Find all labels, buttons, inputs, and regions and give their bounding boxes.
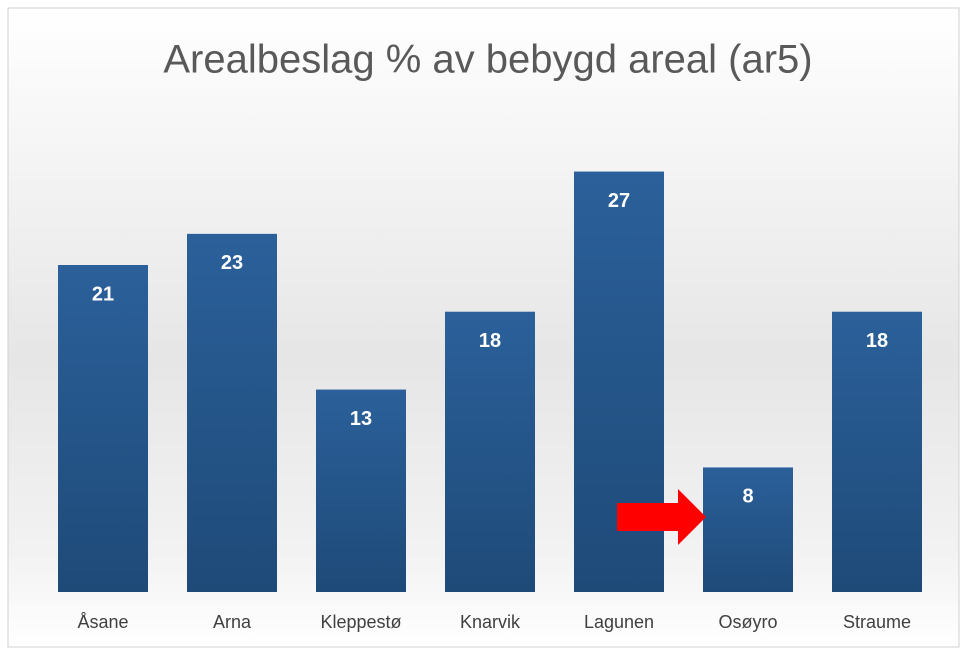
data-label: 18 [866, 330, 888, 352]
bar [703, 467, 793, 592]
x-tick-label: Straume [843, 612, 911, 632]
x-tick-label: Osøyro [718, 612, 777, 632]
x-tick-label: Lagunen [584, 612, 654, 632]
chart-title: Arealbeslag % av bebygd areal (ar5) [163, 38, 812, 82]
bar [316, 389, 406, 592]
x-tick-label: Arna [213, 612, 252, 632]
x-tick-label: Åsane [77, 612, 128, 632]
data-label: 8 [742, 486, 753, 508]
data-label: 13 [350, 408, 372, 430]
data-label: 18 [479, 330, 501, 352]
highlight-arrow [617, 489, 706, 545]
bar [58, 265, 148, 592]
data-label: 21 [92, 283, 114, 305]
x-tick-label: Knarvik [460, 612, 521, 632]
x-tick-label: Kleppestø [320, 612, 401, 632]
bar [445, 311, 535, 592]
bar [832, 311, 922, 592]
data-label: 23 [221, 252, 243, 274]
plot-area: Åsane 21 Arna 23 Kleppestø 13 Knarvik 18 Lagunen… [58, 171, 922, 632]
data-label: 27 [608, 190, 630, 212]
bar [187, 233, 277, 592]
